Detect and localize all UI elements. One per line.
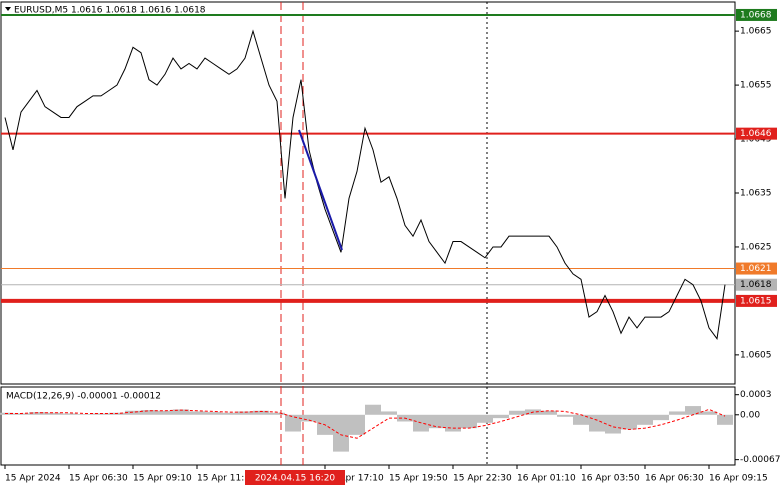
x-tick-label: 15 Apr 09:10 [133,474,192,484]
x-tick-label: 15 Apr 2024 [5,474,61,484]
macd-bar [13,413,29,415]
axis-overlay: 1.06051.06251.06351.06451.06551.06651.06… [4,8,780,485]
macd-bar [653,414,669,421]
signal-line [5,408,726,439]
macd-bar [333,414,349,452]
macd-bar [173,409,189,415]
macd-bar [589,414,605,432]
x-tick-label: 15 Apr 06:30 [69,474,128,484]
y-tick-label: 1.0665 [740,27,772,37]
x-tick-label: 15 Apr 22:30 [453,474,512,484]
macd-bar [605,414,621,434]
price-title: EURUSD,M5 1.0616 1.0618 1.0616 1.0618 [14,6,206,16]
y-tick-label: 1.0605 [740,350,772,360]
level-label-box [736,127,777,140]
macd-bar [189,411,205,415]
dropdown-icon[interactable] [5,7,11,11]
x-tick-label: 16 Apr 03:50 [581,474,640,484]
macd-bar [573,414,589,425]
macd-bar [141,410,157,415]
macd-bar [445,414,461,432]
y-tick-label: 0.00 [740,410,760,420]
y-tick-label: 1.0655 [740,81,772,91]
level-label: 1.0646 [740,129,772,139]
macd-bar [381,411,397,415]
x-tick-label: 16 Apr 06:30 [645,474,704,484]
macd-bar [237,411,253,415]
macd-bar [717,414,733,425]
y-tick-label: 1.0625 [740,242,772,252]
macd-bar [125,410,141,415]
macd-title: MACD(12,26,9) -0.00001 -0.00012 [6,392,161,402]
level-label: 1.0618 [740,280,772,290]
x-tick-label: 15 Apr 11:50 [197,474,256,484]
y-tick-label: 0.0003 [740,390,772,400]
x-tick-label: 16 Apr 01:10 [517,474,576,484]
macd-bar [45,412,61,415]
macd-bar [253,410,269,415]
macd-bar [349,414,365,435]
level-label: 1.0621 [740,264,772,274]
macd-panel [0,386,736,466]
trend-line [298,129,343,251]
cursor-label: 2024.04.15 16:20 [255,474,336,484]
macd-bar [669,411,685,415]
macd-bar [29,412,45,415]
macd-bar [301,414,317,422]
level-label-box [736,294,777,307]
macd-bar [365,404,381,415]
macd-bar [477,414,493,423]
x-tick-label: 15 Apr 19:50 [389,474,448,484]
macd-bar [621,414,637,430]
y-tick-label: -0.00067 [740,455,780,465]
macd-bar [61,413,77,415]
x-tick-label: 16 Apr 09:15 [709,474,768,484]
macd-bar [285,414,301,432]
macd-bar [493,414,509,419]
price-line [4,29,726,340]
macd-bar [221,412,237,415]
level-label: 1.0668 [740,10,772,20]
level-label-box [736,262,777,275]
macd-bar [637,414,653,425]
cursor-label-box [245,470,345,485]
macd-layer [0,404,733,452]
level-label-box [736,8,777,21]
macd-bar [461,414,477,429]
macd-bar [509,410,525,415]
macd-bar [685,406,701,415]
macd-bar [557,414,573,417]
macd-bar [541,410,557,415]
macd-bar [93,413,109,415]
macd-bar [157,410,173,415]
macd-bar [701,411,717,415]
x-tick-label: 15 Apr 17:10 [325,474,384,484]
macd-bar [429,414,445,429]
level-label-box [736,278,777,291]
macd-bar [205,412,221,415]
y-tick-label: 1.0635 [740,189,772,199]
macd-bar [269,412,285,415]
macd-bar [77,414,93,415]
price-layer [1,13,735,340]
level-label: 1.0615 [740,296,772,306]
